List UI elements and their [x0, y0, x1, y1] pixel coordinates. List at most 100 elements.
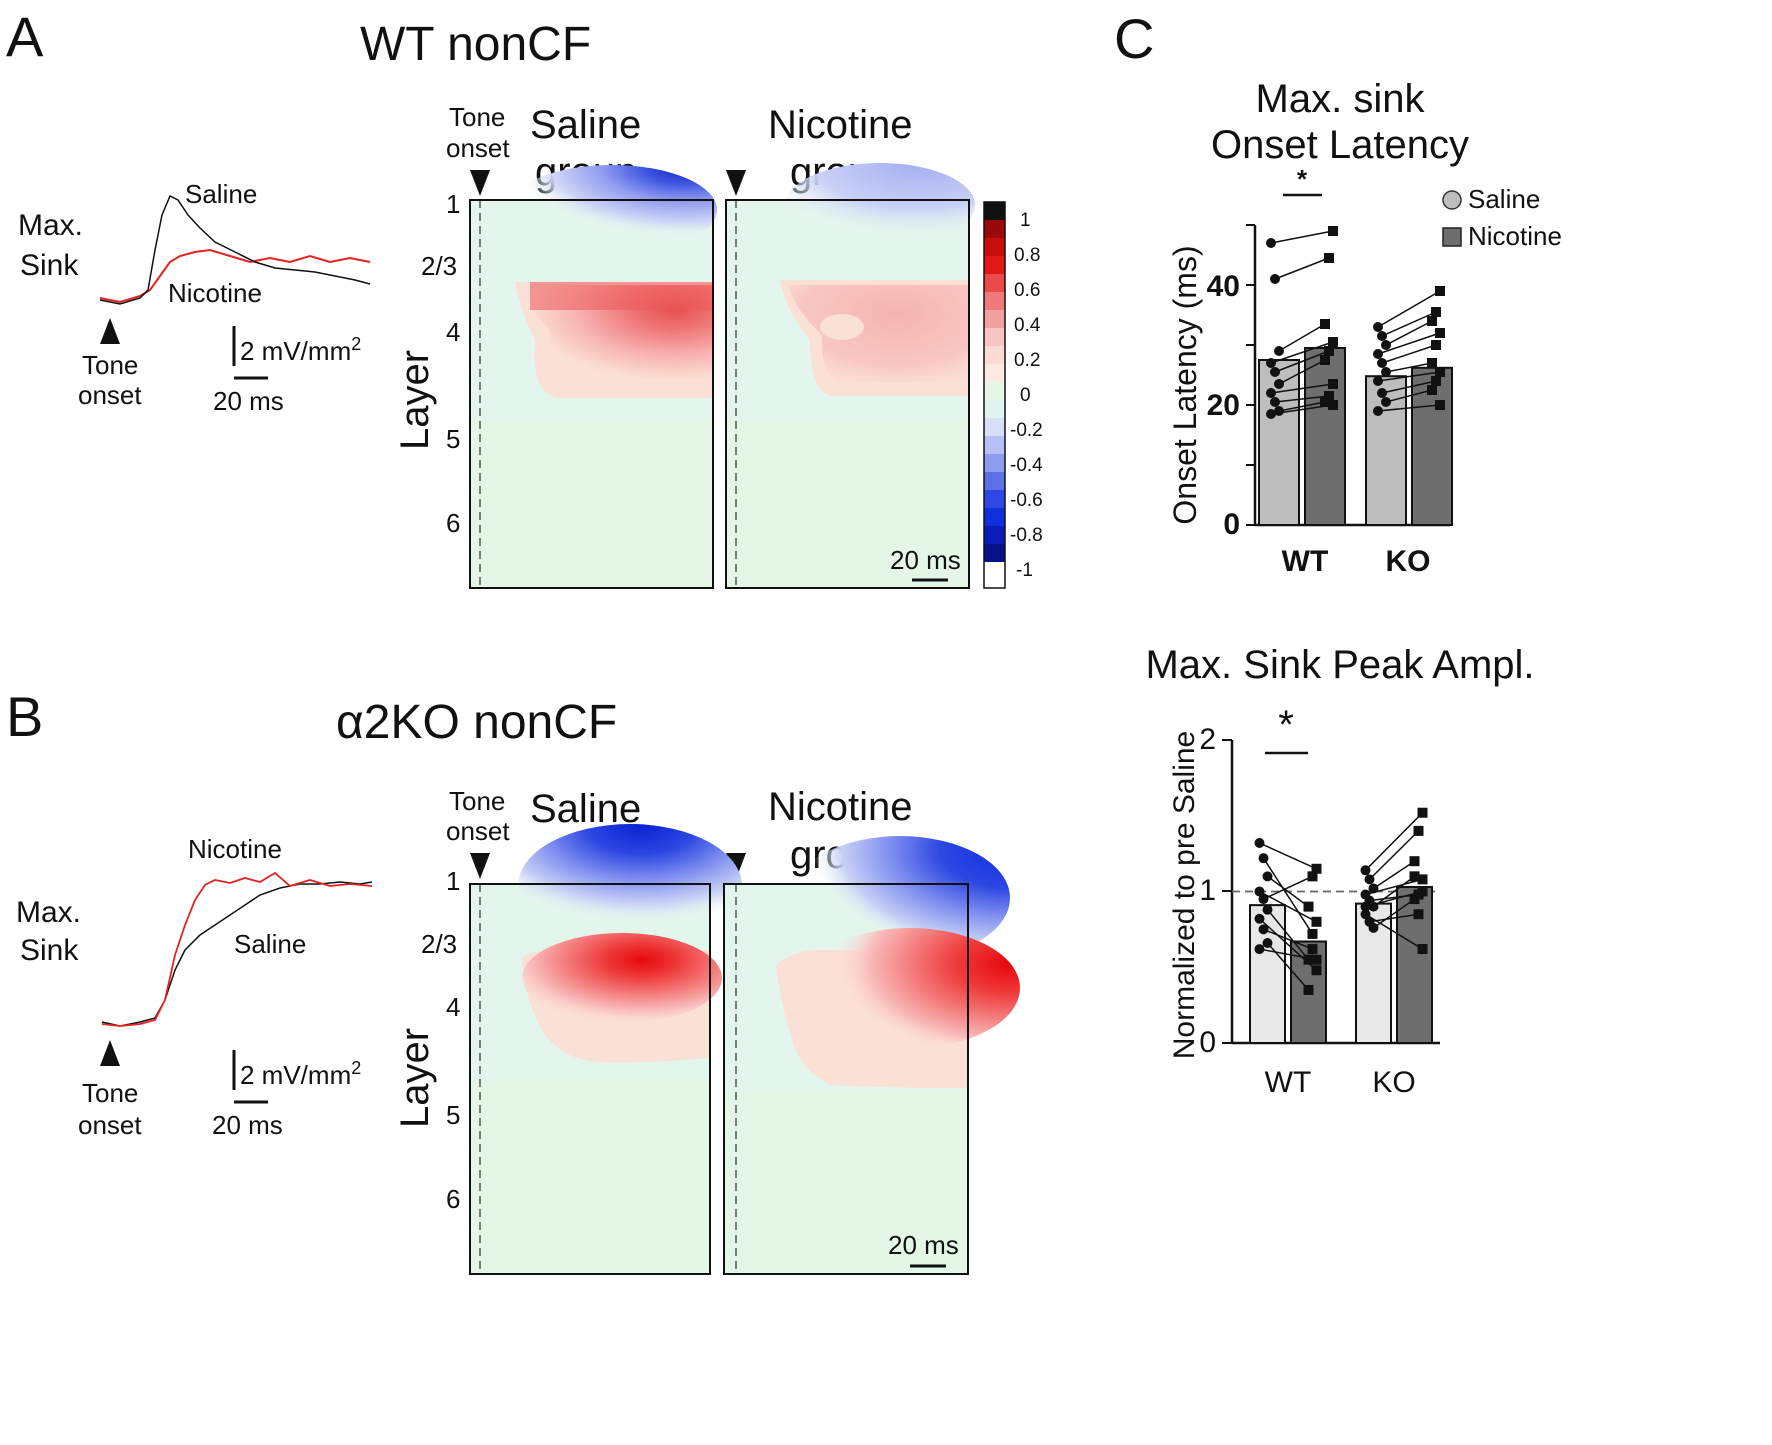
saline-point [1254, 838, 1265, 849]
max-sink-label-b-1: Max. [16, 896, 81, 929]
trace-b-nicotine-label: Nicotine [188, 834, 282, 864]
saline-point [1368, 922, 1379, 933]
nicotine-point [1417, 944, 1428, 955]
cb-tick: 0.8 [1014, 245, 1040, 266]
paired-line [1278, 401, 1326, 412]
nicotine-point [1307, 944, 1318, 955]
paired-line [1373, 875, 1415, 908]
nicotine-point [1328, 337, 1338, 347]
paired-line [1365, 890, 1423, 908]
saline-point [1360, 909, 1371, 920]
paired-line [1258, 918, 1318, 971]
cb-tick: -1 [1016, 560, 1033, 581]
paired-line [1377, 290, 1441, 328]
nicotine-point [1427, 316, 1437, 326]
trace-b-saline-label: Saline [234, 929, 306, 959]
saline-point [1270, 367, 1280, 377]
nicotine-point [1320, 319, 1330, 329]
legend-nicotine-marker [1442, 227, 1462, 247]
tone-onset-b-1: Tone [82, 1078, 138, 1108]
layer-4-b: 4 [446, 992, 460, 1022]
paired-line [1385, 320, 1433, 346]
csd-a-tone-arrow-2 [726, 170, 746, 196]
nicotine-point [1427, 358, 1437, 368]
csd-b-saline-1: Saline [530, 787, 641, 831]
nicotine-point [1409, 856, 1420, 867]
paired-line [1385, 389, 1433, 403]
saline-point [1381, 397, 1391, 407]
csd-scale-label-a: 20 ms [890, 545, 961, 575]
saline-point [1258, 894, 1269, 905]
nicotine-point [1307, 928, 1318, 939]
tone-onset-arrow-a [100, 318, 120, 344]
nicotine-point [1431, 376, 1441, 386]
saline-point [1381, 367, 1391, 377]
chart1-ytick-0: 0 [1223, 508, 1240, 541]
saline-point [1266, 358, 1276, 368]
cb-tick: 0.2 [1014, 350, 1040, 371]
nicotine-point [1417, 807, 1428, 818]
nicotine-point [1409, 894, 1420, 905]
nicotine-point [1324, 346, 1334, 356]
nicotine-point [1320, 397, 1330, 407]
panel-a-title: WT nonCF [360, 18, 591, 71]
layer-5-a: 5 [446, 424, 460, 454]
cb-tick: 0.4 [1014, 315, 1041, 336]
saline-point [1254, 886, 1265, 897]
saline-point [1373, 376, 1383, 386]
nicotine-point [1311, 954, 1322, 965]
colorbar: 1 0.8 0.6 0.4 0.2 0 -0.2 -0.4 -0.6 -0.8 … [983, 201, 1043, 589]
csd-b-tone-1: Tone [449, 786, 505, 816]
saline-point [1373, 349, 1383, 359]
trace-b-nicotine [101, 871, 373, 1027]
legend-nicotine-label: Nicotine [1468, 221, 1562, 251]
paired-line [1263, 875, 1313, 900]
paired-line [1274, 350, 1330, 373]
nicotine-point [1328, 226, 1338, 236]
csd-a-tone-1: Tone [449, 102, 505, 132]
cb-tick: -0.2 [1010, 420, 1043, 441]
paired-line [1377, 404, 1441, 412]
layer-1-a: 1 [446, 189, 460, 219]
legend-saline-marker [1442, 190, 1462, 210]
csd-map-b-saline [469, 824, 742, 1275]
chart1-title-1: Max. sink [1256, 77, 1426, 121]
paired-line [1259, 842, 1317, 870]
paired-line [1259, 948, 1317, 961]
paired-line [1267, 875, 1309, 908]
scale-t-label-b: 20 ms [212, 1110, 283, 1140]
panel-b-title: α2KO nonCF [336, 696, 617, 749]
nicotine-point [1435, 328, 1445, 338]
layer-axis-b: Layer [393, 1028, 437, 1128]
chart1-ytick-40: 40 [1207, 270, 1240, 303]
chart1-sig-star: * [1297, 164, 1308, 194]
nicotine-point [1311, 965, 1322, 976]
chart2-xtick-wt: WT [1265, 1066, 1312, 1099]
chart2-ytick-0: 0 [1199, 1026, 1216, 1059]
csd-a-saline-1: Saline [530, 103, 641, 147]
nicotine-point [1320, 355, 1330, 365]
saline-point [1262, 938, 1273, 949]
cb-tick: 1 [1020, 210, 1031, 231]
layer-4-a: 4 [446, 317, 460, 347]
bar-nicotine-wt [1304, 347, 1346, 526]
chart-onset-latency: Max. sink Onset Latency Onset Latency (m… [1167, 77, 1562, 578]
chart1-xtick-ko: KO [1386, 545, 1431, 578]
trace-panel-a: Max. Sink Saline Nicotine Tone onset 2 m… [18, 179, 371, 416]
paired-line [1274, 257, 1330, 280]
saline-point [1266, 388, 1276, 398]
nicotine-point [1413, 909, 1424, 920]
nicotine-point [1324, 253, 1334, 263]
saline-point [1377, 388, 1387, 398]
panel-a-letter: A [6, 5, 44, 68]
nicotine-point [1413, 825, 1424, 836]
trace-a-saline-label: Saline [185, 179, 257, 209]
paired-line [1381, 344, 1437, 364]
paired-line [1270, 404, 1334, 415]
chart2-sig-star: * [1278, 703, 1294, 747]
paired-line [1270, 383, 1334, 394]
saline-point [1377, 358, 1387, 368]
tone-onset-a-2: onset [78, 380, 142, 410]
csd-b-nicotine-1: Nicotine [768, 785, 913, 829]
paired-line [1270, 341, 1334, 364]
